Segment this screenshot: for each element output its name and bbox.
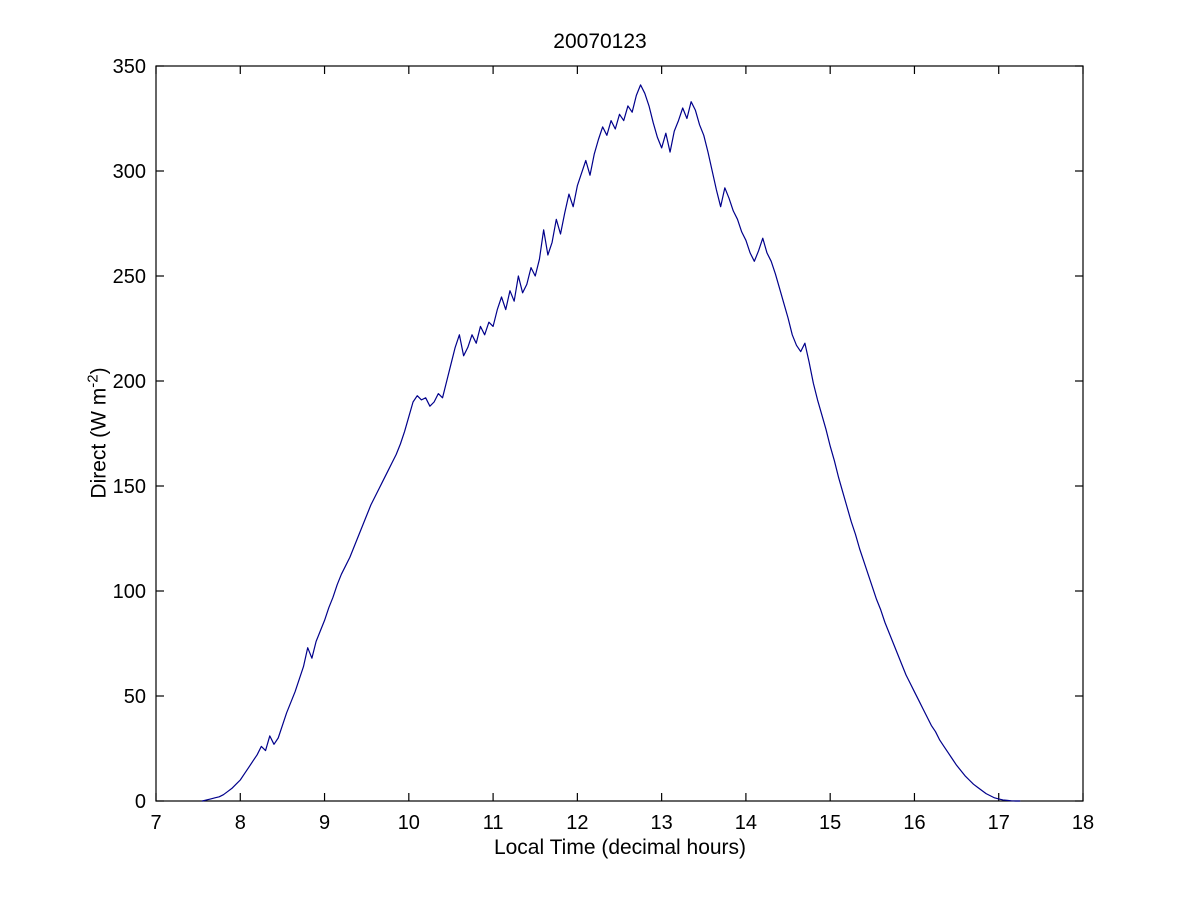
y-axis-label-suffix: )	[87, 367, 111, 375]
y-axis-label: Direct (W m-2)	[85, 367, 112, 498]
x-tick-label: 9	[319, 812, 330, 834]
y-tick-label: 150	[113, 476, 146, 498]
x-tick-label: 7	[150, 812, 161, 834]
x-tick-label: 17	[988, 812, 1010, 834]
x-tick-label: 13	[651, 812, 673, 834]
x-axis-label: Local Time (decimal hours)	[493, 836, 747, 859]
y-tick-label: 200	[113, 371, 146, 393]
x-tick-label: 14	[735, 812, 757, 834]
x-tick-label: 8	[235, 812, 246, 834]
x-tick-label: 18	[1072, 812, 1094, 834]
y-tick-label: 250	[113, 266, 146, 288]
y-axis-label-superscript: -2	[84, 374, 102, 388]
x-tick-label: 16	[903, 812, 925, 834]
chart-title: 20070123	[553, 30, 647, 53]
x-tick-label: 15	[819, 812, 841, 834]
x-tick-label: 10	[398, 812, 420, 834]
data-line-direct	[201, 84, 1021, 802]
x-tick-label: 12	[566, 812, 588, 834]
x-tick-label: 11	[483, 812, 504, 834]
y-tick-label: 350	[113, 56, 146, 78]
y-tick-label: 0	[135, 791, 146, 813]
y-axis-label-prefix: Direct (W m	[87, 387, 111, 499]
axis-box	[155, 65, 1084, 802]
y-tick-label: 100	[113, 581, 146, 603]
y-tick-label: 300	[113, 161, 146, 183]
y-tick-label: 50	[124, 686, 146, 708]
